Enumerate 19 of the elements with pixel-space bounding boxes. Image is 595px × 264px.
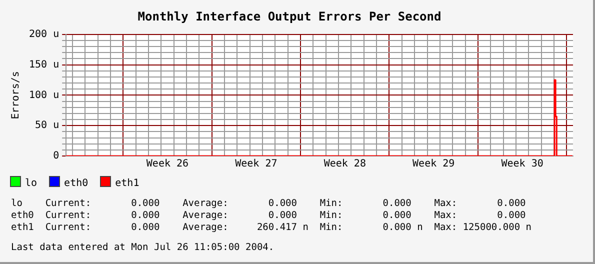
legend-label: eth0 [63, 177, 88, 189]
x-tick-label: Week 30 [501, 158, 544, 170]
x-tick-label: Week 28 [324, 158, 366, 170]
y-tick-label: 150 u [28, 59, 60, 70]
text: eth0 Current: 0.000 Average: 0.000 Min: 0.000 Max: 0.000 [11, 210, 527, 222]
y-tick-label: 0 [53, 150, 60, 162]
text: lo Current: 0.000 Average: 0.000 Min: 0.000 Max: 0.000 [11, 198, 527, 210]
y-tick-label: 50 u [35, 120, 60, 132]
legend-label: eth1 [114, 177, 140, 189]
x-tick-label: Week 26 [146, 158, 189, 170]
x-tick-label: Week 27 [235, 158, 278, 170]
y-tick-label: 100 u [28, 90, 60, 101]
text: eth1 Current: 0.000 Average: 260.417 n Min: 0.000 n Max: 125000.000 n [11, 222, 532, 234]
x-tick-label: Week 29 [412, 158, 455, 170]
chart-title: Monthly Interface Output Errors Per Second [138, 9, 442, 24]
legend-label: lo [24, 177, 38, 189]
y-tick-label: 200 u [28, 28, 60, 40]
y-axis-title: Errors/s [10, 71, 22, 120]
text: Last data entered at Mon Jul 26 11:05:00 2004. [11, 242, 276, 254]
